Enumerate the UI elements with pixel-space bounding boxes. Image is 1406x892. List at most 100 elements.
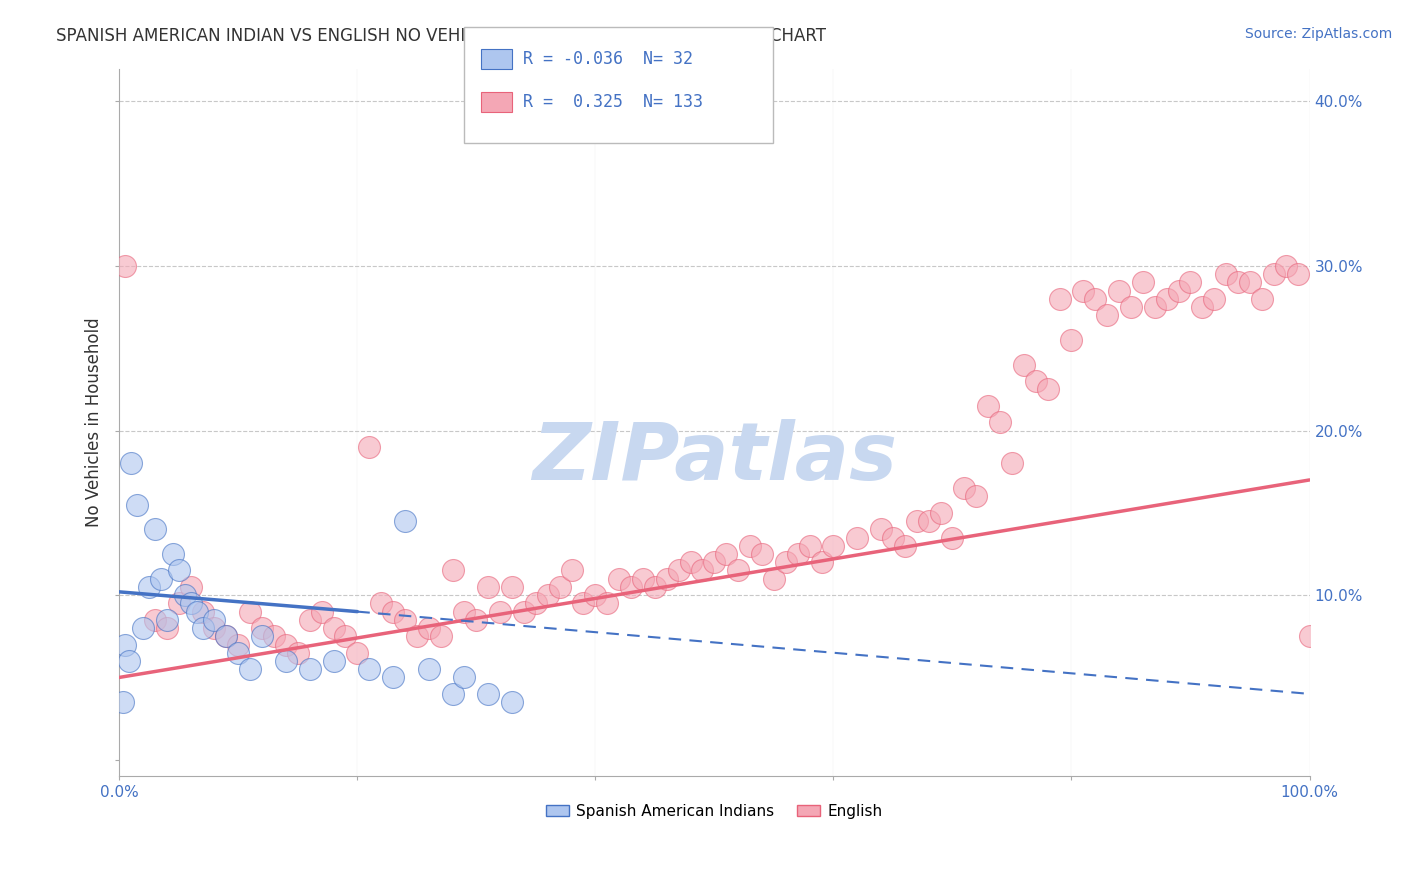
Point	[631, 572, 654, 586]
Point	[370, 596, 392, 610]
Point	[762, 572, 785, 586]
Point	[143, 522, 166, 536]
Point	[149, 572, 172, 586]
Point	[394, 514, 416, 528]
Point	[453, 605, 475, 619]
Point	[156, 621, 179, 635]
Point	[143, 613, 166, 627]
Point	[1073, 284, 1095, 298]
Point	[322, 654, 344, 668]
Point	[1156, 292, 1178, 306]
Point	[114, 259, 136, 273]
Point	[1215, 267, 1237, 281]
Point	[905, 514, 928, 528]
Point	[418, 621, 440, 635]
Text: SPANISH AMERICAN INDIAN VS ENGLISH NO VEHICLES IN HOUSEHOLD CORRELATION CHART: SPANISH AMERICAN INDIAN VS ENGLISH NO VE…	[56, 27, 827, 45]
Point	[703, 555, 725, 569]
Point	[1180, 276, 1202, 290]
Point	[1167, 284, 1189, 298]
Point	[1049, 292, 1071, 306]
Point	[1025, 374, 1047, 388]
Point	[810, 555, 832, 569]
Point	[524, 596, 547, 610]
Point	[1204, 292, 1226, 306]
Point	[1084, 292, 1107, 306]
Point	[548, 580, 571, 594]
Point	[786, 547, 808, 561]
Point	[1060, 333, 1083, 347]
Point	[465, 613, 488, 627]
Point	[751, 547, 773, 561]
Point	[1036, 383, 1059, 397]
Text: R =  0.325  N= 133: R = 0.325 N= 133	[523, 93, 703, 111]
Point	[111, 695, 134, 709]
Point	[359, 662, 381, 676]
Point	[138, 580, 160, 594]
Point	[429, 629, 451, 643]
Point	[607, 572, 630, 586]
Point	[727, 564, 749, 578]
Point	[716, 547, 738, 561]
Point	[335, 629, 357, 643]
Point	[799, 539, 821, 553]
Point	[977, 399, 1000, 413]
Point	[537, 588, 560, 602]
Text: R = -0.036  N= 32: R = -0.036 N= 32	[523, 50, 693, 68]
Point	[162, 547, 184, 561]
Point	[489, 605, 512, 619]
Point	[1239, 276, 1261, 290]
Point	[1108, 284, 1130, 298]
Point	[180, 596, 202, 610]
Point	[239, 605, 262, 619]
Point	[441, 564, 464, 578]
Point	[453, 670, 475, 684]
Point	[596, 596, 619, 610]
Point	[870, 522, 893, 536]
Point	[668, 564, 690, 578]
Point	[941, 531, 963, 545]
Point	[167, 596, 190, 610]
Point	[1012, 358, 1035, 372]
Point	[405, 629, 427, 643]
Legend: Spanish American Indians, English: Spanish American Indians, English	[540, 798, 889, 825]
Point	[894, 539, 917, 553]
Point	[114, 638, 136, 652]
Point	[644, 580, 666, 594]
Point	[311, 605, 333, 619]
Point	[250, 621, 273, 635]
Point	[477, 687, 499, 701]
Point	[204, 621, 226, 635]
Point	[127, 498, 149, 512]
Point	[274, 654, 297, 668]
Point	[215, 629, 238, 643]
Point	[418, 662, 440, 676]
Point	[477, 580, 499, 594]
Point	[298, 613, 321, 627]
Point	[846, 531, 869, 545]
Point	[1191, 300, 1213, 314]
Point	[1263, 267, 1285, 281]
Point	[655, 572, 678, 586]
Point	[572, 596, 595, 610]
Point	[1095, 309, 1118, 323]
Point	[215, 629, 238, 643]
Point	[501, 695, 523, 709]
Point	[1132, 276, 1154, 290]
Point	[394, 613, 416, 627]
Point	[191, 621, 214, 635]
Point	[1298, 629, 1320, 643]
Point	[561, 564, 583, 578]
Point	[692, 564, 714, 578]
Point	[118, 654, 141, 668]
Point	[1227, 276, 1250, 290]
Point	[929, 506, 952, 520]
Point	[239, 662, 262, 676]
Point	[274, 638, 297, 652]
Point	[501, 580, 523, 594]
Point	[186, 605, 208, 619]
Point	[359, 440, 381, 454]
Point	[1143, 300, 1166, 314]
Point	[180, 580, 202, 594]
Point	[441, 687, 464, 701]
Point	[322, 621, 344, 635]
